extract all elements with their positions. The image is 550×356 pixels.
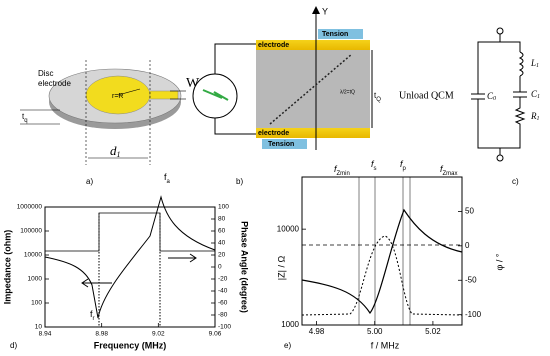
electrode-label: electrode xyxy=(258,130,289,137)
impedance-curve xyxy=(301,208,463,315)
tension-arrow xyxy=(262,139,307,149)
x-tick-label: 8.94 xyxy=(39,331,52,338)
panel-a: Disc electrode r=R W1 tq d1 a) xyxy=(20,60,204,186)
plot-frame xyxy=(44,206,216,328)
wire xyxy=(214,118,256,135)
y-tick-label: 10000 xyxy=(24,252,42,259)
wire xyxy=(500,41,521,52)
x-axis-label: Frequency (MHz) xyxy=(94,340,167,350)
thickness-label: tq xyxy=(22,112,28,123)
x-tick-label: 4.98 xyxy=(309,327,325,336)
bottom-electrode xyxy=(256,128,370,138)
y-tick-label: 10000 xyxy=(277,224,300,233)
y2-tick-label: 0 xyxy=(465,241,470,250)
y-tick-label: 100 xyxy=(31,300,42,307)
y-tick-label: 1000000 xyxy=(17,204,43,211)
y2-tick-label: 80 xyxy=(218,216,226,223)
signal-icon xyxy=(202,89,229,101)
x-tick-label: 5.02 xyxy=(425,327,441,336)
panel-tag: d) xyxy=(10,341,17,350)
y-tick-label: 1000 xyxy=(28,276,43,283)
wire xyxy=(477,99,501,155)
axis-arrow xyxy=(81,278,112,288)
shear-profile xyxy=(269,53,353,125)
y-axis-label: Impedance (ohm) xyxy=(2,230,12,305)
y2-tick-label: -100 xyxy=(218,324,231,331)
x-tick-label: 8.98 xyxy=(95,331,108,338)
x-tick-label: 5.00 xyxy=(367,327,383,336)
arrow xyxy=(312,6,320,14)
thickness-label: tQ xyxy=(374,91,381,102)
electrode-label: electrode xyxy=(258,42,289,49)
disc-label: electrode xyxy=(38,79,71,88)
diameter-label: d1 xyxy=(110,143,121,159)
panel-e: fZmin fs fp fZmax f / MHz |Z| / Ω φ / ° … xyxy=(276,159,504,350)
axis-arrow xyxy=(168,253,197,263)
resistor xyxy=(500,97,526,149)
y2-tick-label: -20 xyxy=(218,276,228,283)
panel-tag: a) xyxy=(86,177,93,186)
y2-tick-label: 20 xyxy=(218,252,226,259)
phase-curve xyxy=(45,212,215,252)
panel-tag: b) xyxy=(236,177,243,186)
wire xyxy=(214,43,256,74)
y2-tick-label: -50 xyxy=(465,275,477,284)
tension-arrow xyxy=(318,29,363,39)
terminal xyxy=(496,154,504,162)
component-label: C1 xyxy=(531,89,540,100)
annotation: fZmax xyxy=(440,164,458,176)
panel-tag: c) xyxy=(512,177,519,186)
y-tick-label: 1000 xyxy=(281,320,299,329)
annotation: fr xyxy=(90,309,95,321)
y-axis-label: |Z| / Ω xyxy=(276,256,286,281)
annotation: fZmin xyxy=(334,164,350,176)
axis-label: Y xyxy=(322,6,328,16)
x-tick-label: 9.06 xyxy=(209,331,222,338)
y2-tick-label: 100 xyxy=(218,204,229,211)
y2-tick-label: -100 xyxy=(465,310,482,319)
inductor xyxy=(518,51,524,77)
disc-label: Disc xyxy=(38,69,54,78)
y-tick-label: 100000 xyxy=(20,228,42,235)
plot-frame xyxy=(301,176,463,326)
radius-label: r=R xyxy=(112,93,123,100)
annotation: fa xyxy=(164,172,171,184)
wave-label: λ/2=tQ xyxy=(340,89,355,95)
top-electrode xyxy=(256,40,370,50)
terminal xyxy=(496,27,504,35)
caption: Unload QCM xyxy=(399,90,454,101)
tension-label: Tension xyxy=(322,31,348,38)
y2-tick-label: 50 xyxy=(465,207,474,216)
panel-c-labels: C0 L1 C1 R1 c) xyxy=(487,58,540,186)
y2-tick-label: -80 xyxy=(218,312,228,319)
wire xyxy=(477,34,501,94)
phase-curve xyxy=(301,235,463,316)
panel-c xyxy=(471,27,527,162)
y2-axis-label: Phase Angle (degree) xyxy=(240,221,250,313)
component-label: C0 xyxy=(487,91,496,102)
y2-tick-label: -40 xyxy=(218,288,228,295)
y2-axis-label: φ / ° xyxy=(494,253,504,270)
annotation: fs xyxy=(371,159,377,171)
y2-tick-label: 40 xyxy=(218,240,226,247)
radius-line xyxy=(117,88,141,96)
x-axis-label: f / MHz xyxy=(371,340,400,350)
panel-b: Y electrode electrode Tension Tension λ/… xyxy=(192,6,454,186)
impedance-curve xyxy=(44,195,216,319)
y2-tick-label: -60 xyxy=(218,300,228,307)
y2-tick-label: 60 xyxy=(218,228,226,235)
component-label: R1 xyxy=(530,111,540,122)
y-tick-label: 10 xyxy=(35,324,43,331)
panel-d: fa fr Frequency (MHz) Impedance (ohm) Ph… xyxy=(2,172,249,350)
y2-tick-label: 0 xyxy=(218,264,222,271)
component-label: L1 xyxy=(530,58,539,69)
tension-label: Tension xyxy=(268,141,294,148)
annotation: fp xyxy=(400,159,407,171)
x-tick-label: 9.02 xyxy=(152,331,165,338)
panel-tag: e) xyxy=(284,341,291,350)
crystal xyxy=(256,50,370,128)
